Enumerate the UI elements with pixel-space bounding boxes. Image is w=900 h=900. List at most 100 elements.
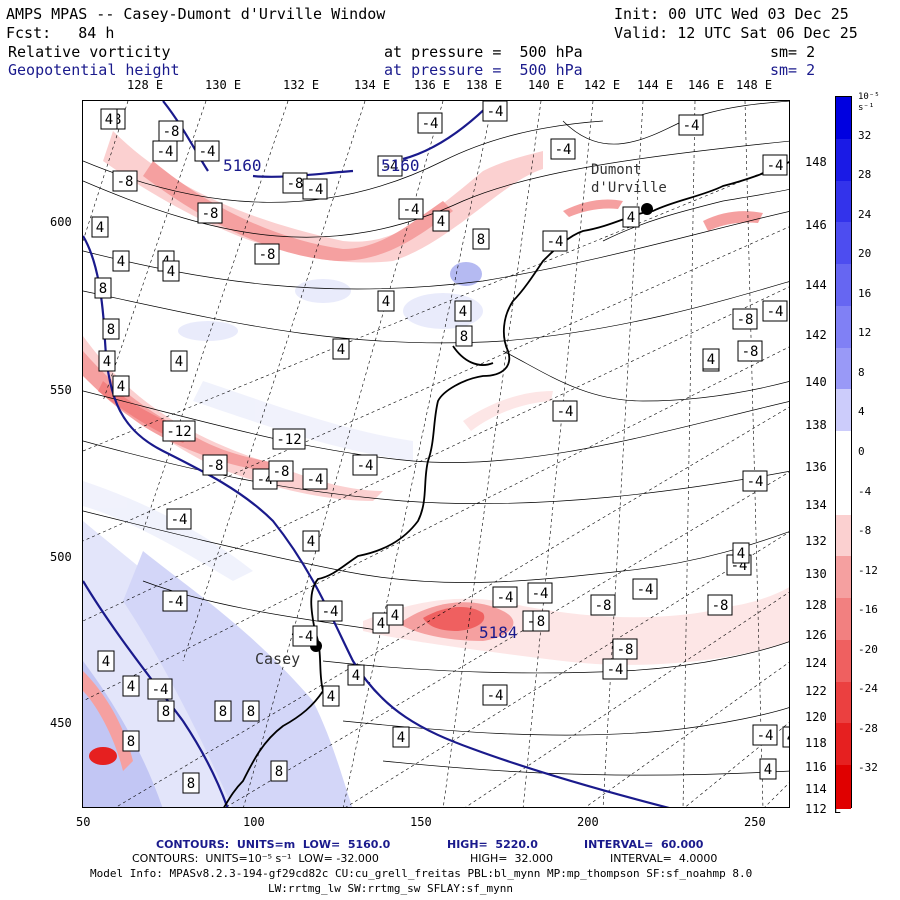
svg-text:-8: -8: [712, 598, 729, 614]
y-axis-tick: 450: [50, 716, 72, 730]
top-longitude-label: 128 E: [127, 78, 164, 92]
y-axis-tick: 500: [50, 550, 72, 564]
vorticity-label: 8: [472, 228, 490, 250]
svg-text:4: 4: [377, 616, 385, 632]
map-plot[interactable]: -8-8-4-4-4-8-4-4-4-4-4-8-8-8444444448888…: [82, 100, 790, 808]
right-latitude-label: 116 E: [805, 760, 842, 774]
vorticity-label: -4: [417, 112, 443, 134]
vorticity-label: 4: [112, 375, 130, 397]
vorticity-label: -4: [152, 140, 178, 162]
x-axis-tick: 250: [744, 815, 766, 829]
colorbar-segment: [836, 723, 851, 768]
vorticity-label: 4: [332, 338, 350, 360]
vorticity-label: -8: [707, 594, 733, 616]
field2-pressure: at pressure = 500 hPa: [384, 61, 583, 79]
svg-text:-8: -8: [617, 642, 634, 658]
svg-text:-4: -4: [497, 590, 514, 606]
colorbar-segment: [836, 556, 851, 601]
svg-text:8: 8: [460, 329, 468, 345]
footer-contours-vort-high: HIGH= 32.000: [470, 852, 554, 865]
colorbar-label: 8: [858, 365, 865, 379]
positive-vorticity-shading: [83, 262, 483, 807]
svg-text:-4: -4: [555, 142, 572, 158]
vorticity-label: 4: [782, 726, 789, 748]
svg-text:-8: -8: [202, 206, 219, 222]
colorbar-segment: [836, 305, 851, 350]
vorticity-label: -8: [254, 243, 280, 265]
x-axis-tick: 150: [410, 815, 432, 829]
vorticity-label: -8: [112, 170, 138, 192]
svg-text:4: 4: [167, 264, 175, 280]
svg-text:-12: -12: [276, 432, 301, 448]
svg-text:-4: -4: [199, 144, 216, 160]
svg-text:-4: -4: [422, 116, 439, 132]
contour-labels: -8-8-4-4-4-8-4-4-4-4-4-8-8-8444444448888…: [91, 101, 789, 794]
top-longitude-label: 138 E: [466, 78, 503, 92]
dumont-station-marker[interactable]: [641, 203, 653, 215]
map-canvas: -8-8-4-4-4-8-4-4-4-4-4-8-8-8444444448888…: [83, 101, 789, 807]
colorbar-segment: [836, 222, 851, 267]
svg-text:-4: -4: [157, 144, 174, 160]
top-longitude-label: 130 E: [205, 78, 242, 92]
colorbar-segment: [836, 264, 851, 308]
vorticity-label: 4: [162, 260, 180, 282]
right-latitude-label: 124 E: [805, 656, 842, 670]
vorticity-label: -4: [752, 724, 778, 746]
svg-text:-8: -8: [259, 247, 276, 263]
colorbar-label: -4: [858, 484, 872, 498]
vorticity-label: -4: [542, 230, 568, 252]
vorticity-label: -4: [550, 138, 576, 160]
vorticity-label: -4: [162, 590, 188, 612]
footer-contours-height-interval: INTERVAL= 60.000: [584, 838, 704, 851]
svg-text:-4: -4: [557, 404, 574, 420]
svg-text:-8: -8: [737, 312, 754, 328]
y-axis-tick: 550: [50, 383, 72, 397]
svg-text:-12: -12: [166, 424, 191, 440]
right-latitude-label: 118 E: [805, 736, 842, 750]
vorticity-label: -4: [482, 101, 508, 122]
svg-text:-4: -4: [683, 118, 700, 134]
vorticity-label: -4: [398, 198, 424, 220]
svg-text:4: 4: [327, 689, 335, 705]
x-axis-tick: 50: [76, 815, 91, 829]
right-latitude-label: 112 E: [805, 802, 842, 816]
svg-text:-4: -4: [637, 582, 654, 598]
vorticity-label: -4: [632, 578, 658, 600]
top-longitude-label: 146 E: [688, 78, 725, 92]
top-longitude-label: 140 E: [528, 78, 565, 92]
colorbar-label: -32: [858, 761, 878, 775]
vorticity-label: 4: [98, 350, 116, 372]
colorbar-segment: [836, 180, 851, 225]
vorticity-label: 8: [122, 730, 140, 752]
svg-text:-8: -8: [595, 598, 612, 614]
colorbar-segment: [836, 138, 851, 183]
colorbar-segment: [836, 389, 851, 434]
valid-time: Valid: 12 UTC Sat 06 Dec 25: [614, 24, 858, 42]
svg-text:-8: -8: [163, 124, 180, 140]
colorbar-label: 12: [858, 326, 872, 340]
svg-text:8: 8: [107, 322, 115, 338]
field1-smoothing: sm= 2: [770, 43, 816, 61]
vorticity-label: 8: [242, 700, 260, 722]
vorticity-label: 8: [94, 277, 112, 299]
svg-text:-4: -4: [767, 158, 784, 174]
svg-text:4: 4: [117, 379, 125, 395]
right-latitude-label: 146 E: [805, 218, 842, 232]
top-longitude-label: 134 E: [354, 78, 391, 92]
svg-text:8: 8: [162, 704, 170, 720]
colorbar-segment: [836, 681, 851, 726]
vorticity-label: 8: [182, 772, 200, 794]
vorticity-label: -4: [527, 582, 553, 604]
right-latitude-label: 132 E: [805, 534, 842, 548]
vorticity-label: -4: [762, 154, 788, 176]
right-latitude-label: 140 E: [805, 375, 842, 389]
right-latitude-label: 142 E: [805, 328, 842, 342]
top-longitude-label: 144 E: [637, 78, 674, 92]
svg-text:-4: -4: [487, 104, 504, 120]
right-latitude-label: 114 E: [805, 782, 842, 796]
svg-text:4: 4: [337, 342, 345, 358]
svg-text:-4: -4: [307, 472, 324, 488]
vorticity-label: 4: [377, 290, 395, 312]
title: AMPS MPAS -- Casey-Dumont d'Urville Wind…: [6, 5, 386, 23]
right-latitude-label: 126 E: [805, 628, 842, 642]
